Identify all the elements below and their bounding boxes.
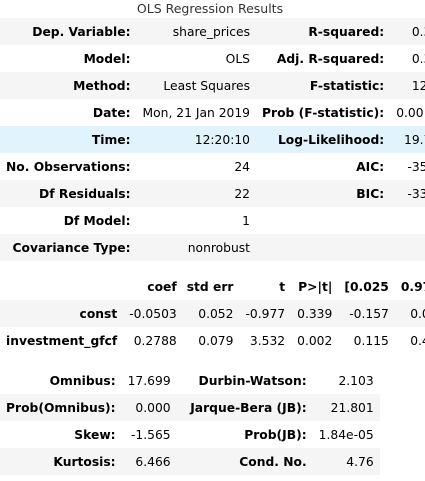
- cell: 0.002: [297, 333, 333, 348]
- table-row: Method: Least Squares F-statistic: 12.47: [0, 72, 425, 99]
- value: OLS: [225, 51, 250, 66]
- label: Prob(Omnibus):: [6, 400, 116, 415]
- column-header: [0.025: [344, 279, 389, 294]
- label: Df Model:: [63, 213, 131, 228]
- table-row: Model: OLS Adj. R-squared: 0.333: [0, 45, 425, 72]
- value: 2.103: [338, 373, 374, 388]
- row-label: const: [79, 306, 118, 321]
- label: Log-Likelihood:: [277, 132, 385, 147]
- value: 6.466: [135, 454, 171, 469]
- table-row: Omnibus: 17.699 Durbin-Watson: 2.103: [0, 367, 380, 394]
- value: 24: [234, 159, 250, 174]
- cell: 0.2788: [133, 333, 177, 348]
- table-header-row: coef std err t P>|t| [0.025 0.975]: [0, 273, 425, 300]
- value: 22: [234, 186, 250, 201]
- value: -33.13: [407, 186, 425, 201]
- label: Durbin-Watson:: [198, 373, 307, 388]
- cell: 0.115: [353, 333, 389, 348]
- cell: -0.157: [349, 306, 389, 321]
- table-row: Prob(Omnibus): 0.000 Jarque-Bera (JB): 2…: [0, 394, 380, 421]
- coefficient-table: coef std err t P>|t| [0.025 0.975] const…: [0, 273, 425, 354]
- cell: 0.052: [198, 306, 234, 321]
- label: Covariance Type:: [12, 240, 131, 255]
- summary-table: Dep. Variable: share_prices R-squared: 0…: [0, 18, 425, 261]
- label: Model:: [83, 51, 131, 66]
- table-row: Kurtosis: 6.466 Cond. No. 4.76: [0, 448, 380, 475]
- label: Cond. No.: [239, 454, 307, 469]
- table-caption: OLS Regression Results: [136, 1, 284, 16]
- label: BIC:: [356, 186, 385, 201]
- table-row: Df Residuals: 22 BIC: -33.13: [0, 180, 425, 207]
- label: Prob (F-statistic):: [262, 105, 385, 120]
- row-label: investment_gfcf: [6, 333, 118, 348]
- value: 0.00188: [396, 105, 425, 120]
- label: Df Residuals:: [39, 186, 131, 201]
- label: Dep. Variable:: [32, 24, 131, 39]
- column-header: t: [279, 279, 286, 294]
- label: No. Observations:: [6, 159, 131, 174]
- value: 0.333: [411, 51, 425, 66]
- value: Mon, 21 Jan 2019: [142, 105, 250, 120]
- label: Kurtosis:: [53, 454, 116, 469]
- cell: 0.442: [410, 333, 425, 348]
- value: share_prices: [172, 24, 250, 39]
- label: Jarque-Bera (JB):: [190, 400, 307, 415]
- column-header: P>|t|: [298, 279, 333, 294]
- value: 4.76: [346, 454, 374, 469]
- label: Time:: [91, 132, 131, 147]
- value: -1.565: [130, 427, 171, 442]
- table-row: Dep. Variable: share_prices R-squared: 0…: [0, 18, 425, 45]
- table-row: No. Observations: 24 AIC: -35.49: [0, 153, 425, 180]
- table-row-highlighted: Time: 12:20:10 Log-Likelihood: 19.744: [0, 126, 425, 153]
- value: 12:20:10: [194, 132, 250, 147]
- table-row: Skew: -1.565 Prob(JB): 1.84e-05: [0, 421, 380, 448]
- table-row: investment_gfcf 0.2788 0.079 3.532 0.002…: [0, 327, 425, 354]
- label: Omnibus:: [49, 373, 116, 388]
- value: [390, 207, 425, 234]
- table-row: const -0.0503 0.052 -0.977 0.339 -0.157 …: [0, 300, 425, 327]
- table-row: Date: Mon, 21 Jan 2019 Prob (F-statistic…: [0, 99, 425, 126]
- column-header: [0, 273, 123, 300]
- label: Date:: [92, 105, 131, 120]
- label: Adj. R-squared:: [276, 51, 385, 66]
- value: nonrobust: [187, 240, 250, 255]
- label: [256, 234, 390, 261]
- column-header: 0.975]: [400, 279, 425, 294]
- value: 1.84e-05: [318, 427, 374, 442]
- value: 1: [242, 213, 250, 228]
- cell: -0.0503: [129, 306, 177, 321]
- value: 0.362: [411, 24, 425, 39]
- cell: 0.057: [410, 306, 425, 321]
- value: -35.49: [407, 159, 425, 174]
- value: [390, 234, 425, 261]
- label: Skew:: [74, 427, 116, 442]
- table-row: Df Model: 1: [0, 207, 425, 234]
- label: F-statistic:: [309, 78, 385, 93]
- cell: -0.977: [245, 306, 286, 321]
- value: 12.47: [411, 78, 425, 93]
- label: Method:: [73, 78, 131, 93]
- column-header: std err: [186, 279, 234, 294]
- value: 21.801: [330, 400, 374, 415]
- column-header: coef: [147, 279, 177, 294]
- value: 0.000: [135, 400, 171, 415]
- label: AIC:: [356, 159, 385, 174]
- label: Prob(JB):: [244, 427, 307, 442]
- value: 19.744: [404, 132, 425, 147]
- label: [256, 207, 390, 234]
- cell: 3.532: [249, 333, 286, 348]
- cell: 0.079: [198, 333, 234, 348]
- diagnostics-table: Omnibus: 17.699 Durbin-Watson: 2.103 Pro…: [0, 367, 380, 475]
- table-row: Covariance Type: nonrobust: [0, 234, 425, 261]
- value: 17.699: [127, 373, 171, 388]
- cell: 0.339: [297, 306, 333, 321]
- value: Least Squares: [163, 78, 250, 93]
- label: R-squared:: [308, 24, 385, 39]
